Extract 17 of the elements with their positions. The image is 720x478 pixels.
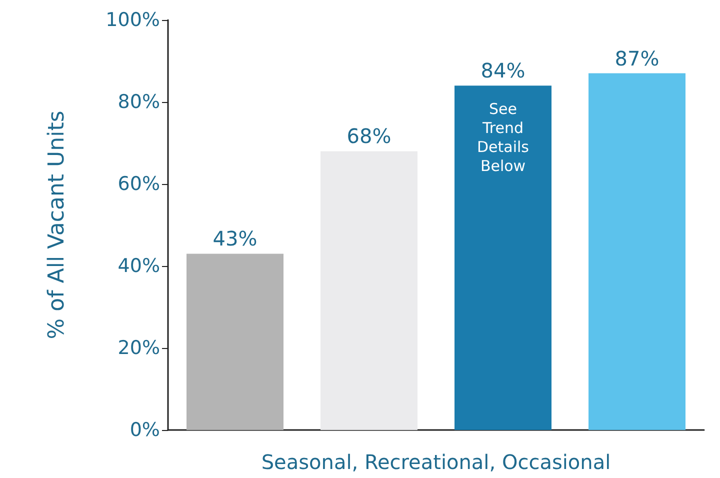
y-tick-label: 20% [118,337,160,359]
data-label: 43% [212,226,258,251]
y-tick-label: 80% [118,91,160,113]
bar [320,151,418,430]
bar [588,73,686,430]
data-label: 87% [614,46,660,70]
y-axis-title: % of All Vacant Units [44,110,70,340]
y-tick-label: 60% [118,173,160,195]
bar [454,86,552,430]
annotation: See Trend Details Below [476,100,530,176]
data-label: 68% [346,124,392,148]
y-tick-label: 40% [118,255,160,277]
x-axis-title: Seasonal, Recreational, Occasional [261,450,611,474]
y-tick-label: 0% [130,419,160,441]
y-tick-label: 100% [106,9,160,31]
bar [186,254,284,430]
data-label: 84% [480,58,526,83]
